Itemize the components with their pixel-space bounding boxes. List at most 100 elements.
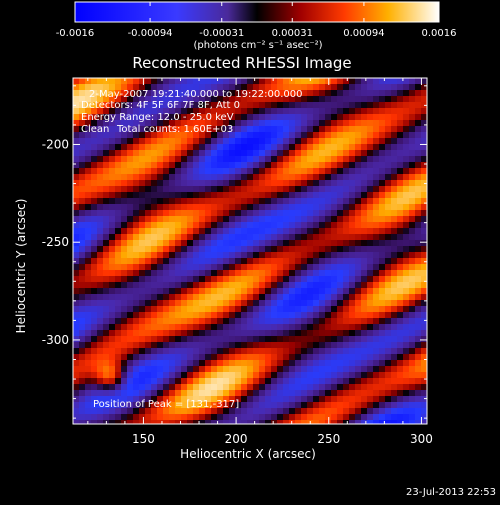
heatmap-cell <box>277 108 283 114</box>
heatmap-cell <box>409 294 415 300</box>
heatmap-cell <box>115 204 121 210</box>
heatmap-cell <box>343 162 349 168</box>
heatmap-cell <box>403 384 409 390</box>
heatmap-cell <box>157 144 163 150</box>
heatmap-cell <box>181 204 187 210</box>
heatmap-cell <box>283 78 289 84</box>
heatmap-cell <box>223 240 229 246</box>
heatmap-cell <box>343 120 349 126</box>
heatmap-cell <box>85 126 91 132</box>
heatmap-cell <box>307 384 313 390</box>
heatmap-cell <box>103 174 109 180</box>
heatmap-cell <box>247 300 253 306</box>
heatmap-cell <box>259 120 265 126</box>
heatmap-cell <box>139 270 145 276</box>
heatmap-cell <box>307 162 313 168</box>
heatmap-cell <box>109 204 115 210</box>
heatmap-cell <box>103 342 109 348</box>
heatmap-cell <box>247 324 253 330</box>
heatmap-cell <box>85 324 91 330</box>
heatmap-cell <box>289 258 295 264</box>
heatmap-cell <box>271 402 277 408</box>
heatmap-cell <box>265 342 271 348</box>
heatmap-cell <box>391 318 397 324</box>
heatmap-cell <box>409 186 415 192</box>
heatmap-cell <box>121 366 127 372</box>
heatmap-cell <box>289 102 295 108</box>
heatmap-cell <box>367 120 373 126</box>
heatmap-cell <box>187 180 193 186</box>
heatmap-cell <box>277 198 283 204</box>
heatmap-cell <box>421 84 427 90</box>
heatmap-cell <box>103 396 109 402</box>
heatmap-cell <box>199 162 205 168</box>
heatmap-cell <box>277 132 283 138</box>
annotations: 2-May-2007 19:21:40.000 to 19:22:00.000 … <box>81 89 302 410</box>
heatmap-cell <box>145 156 151 162</box>
heatmap-cell <box>187 294 193 300</box>
heatmap-cell <box>97 108 103 114</box>
heatmap-cell <box>223 108 229 114</box>
heatmap-cell <box>421 228 427 234</box>
heatmap-cell <box>91 126 97 132</box>
heatmap-cell <box>115 372 121 378</box>
heatmap-cell <box>331 324 337 330</box>
heatmap-cell <box>319 282 325 288</box>
heatmap-cell <box>265 294 271 300</box>
heatmap-cell <box>415 318 421 324</box>
heatmap-cell <box>259 132 265 138</box>
heatmap-cell <box>229 300 235 306</box>
heatmap-cell <box>331 402 337 408</box>
heatmap-cell <box>349 420 355 424</box>
heatmap-cell <box>385 270 391 276</box>
heatmap-cell <box>277 336 283 342</box>
heatmap-cell <box>91 168 97 174</box>
heatmap-cell <box>301 360 307 366</box>
heatmap-cell <box>277 372 283 378</box>
heatmap-cell <box>373 390 379 396</box>
heatmap-cell <box>385 168 391 174</box>
heatmap-cell <box>253 234 259 240</box>
heatmap-cell <box>349 324 355 330</box>
heatmap-cell <box>235 408 241 414</box>
heatmap-cell <box>397 336 403 342</box>
heatmap-cell <box>145 210 151 216</box>
heatmap-cell <box>265 354 271 360</box>
heatmap-cell <box>97 162 103 168</box>
heatmap-cell <box>265 306 271 312</box>
heatmap-cell <box>187 126 193 132</box>
heatmap-cell <box>85 306 91 312</box>
heatmap-cell <box>421 174 427 180</box>
heatmap-cell <box>343 276 349 282</box>
heatmap-cell <box>277 234 283 240</box>
heatmap-cell <box>265 114 271 120</box>
heatmap-cell <box>265 246 271 252</box>
heatmap-cell <box>319 132 325 138</box>
heatmap-cell <box>259 360 265 366</box>
heatmap-cell <box>331 336 337 342</box>
heatmap-cell <box>415 180 421 186</box>
heatmap-cell <box>223 96 229 102</box>
heatmap-cell <box>79 300 85 306</box>
heatmap-cell <box>379 396 385 402</box>
heatmap-cell <box>319 312 325 318</box>
heatmap-cell <box>379 270 385 276</box>
heatmap-cell <box>235 336 241 342</box>
heatmap-cell <box>157 288 163 294</box>
heatmap-cell <box>385 120 391 126</box>
heatmap-cell <box>421 294 427 300</box>
heatmap-cell <box>337 216 343 222</box>
heatmap-cell <box>217 258 223 264</box>
heatmap-cell <box>415 288 421 294</box>
heatmap-cell <box>283 366 289 372</box>
heatmap-cell <box>169 378 175 384</box>
heatmap-cell <box>373 288 379 294</box>
heatmap-cell <box>289 252 295 258</box>
heatmap-cell <box>157 330 163 336</box>
heatmap-cell <box>385 366 391 372</box>
heatmap-cell <box>145 144 151 150</box>
heatmap-cell <box>271 168 277 174</box>
heatmap-cell <box>343 90 349 96</box>
heatmap-cell <box>175 306 181 312</box>
heatmap-cell <box>379 282 385 288</box>
